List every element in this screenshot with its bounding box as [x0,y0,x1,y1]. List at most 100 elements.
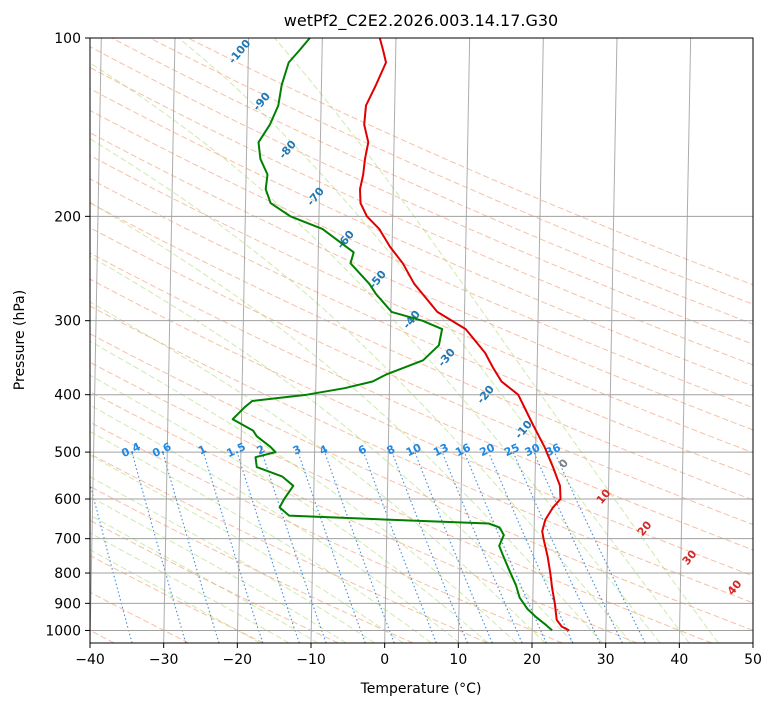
dry-adiabat-line [90,109,753,409]
x-tick-label: −30 [149,652,179,668]
mixing-ratio-label: 4 [317,442,330,457]
moist-adiabat-line [90,549,261,643]
dry-adiabat-label: 20 [635,518,655,538]
plot-frame [89,37,754,644]
isotherm-line [310,38,323,643]
mixing-ratio-label: 20 [478,441,498,459]
mixing-ratio-label: 10 [404,441,424,459]
dry-adiabat-line [90,333,753,631]
chart-title: wetPf2_C2E2.2026.003.14.17.G30 [284,11,558,31]
x-tick-label: 10 [449,652,467,668]
dry-adiabat-label: -20 [474,383,497,407]
y-tick-label: 200 [54,209,81,225]
dry-adiabat-line [90,591,190,643]
mixing-ratio-line [261,451,327,643]
dry-adiabat-label: -30 [435,346,458,370]
mixing-ratio-line [131,451,187,643]
moist-adiabat-line [90,301,546,643]
moist-adiabat-line [90,476,375,643]
isotherm-line [384,38,397,643]
mixing-ratio-line [202,451,264,643]
dry-adiabat-line [90,154,753,454]
dry-adiabat-line [90,46,753,345]
isotherm-line [90,38,102,643]
x-tick-label: 20 [523,652,541,668]
moist-adiabat-line [90,404,461,643]
dry-adiabat-line [90,485,414,643]
mixing-ratio-line [463,451,547,643]
background-line-labels: -100-90-80-70-60-50-40-30-20-10010203040… [23,37,745,598]
moist-adiabat-line [90,201,603,643]
moist-adiabat-line [90,430,432,643]
x-tick-label: 30 [597,652,615,668]
x-tick-label: −20 [223,652,253,668]
mixing-ratio-label: 13 [431,441,450,459]
mixing-ratio-label: 16 [453,441,473,459]
x-tick-label: −10 [296,652,326,668]
mixing-ratio-label: 6 [356,442,369,457]
y-tick-label: 900 [54,596,81,612]
mixing-ratio-line [162,451,220,643]
moist-adiabat-line [274,38,719,643]
x-tick-label: 40 [670,652,688,668]
moist-adiabat-line [90,514,318,643]
isotherm-line [605,38,618,643]
mixing-ratio-line [324,451,395,643]
dry-adiabat-label: 40 [725,577,745,597]
mixing-ratio-label: 0.4 [119,440,142,460]
dry-adiabat-line [90,554,264,643]
y-tick-label: 100 [54,31,81,47]
dry-adiabat-label: -100 [226,37,254,67]
y-tick-label: 600 [54,492,81,508]
y-tick-label: 800 [54,566,81,582]
dry-adiabat-line [90,305,753,604]
isotherm-line [236,38,250,643]
mixing-ratio-line [391,451,469,643]
background-lines [90,38,753,643]
isotherm-line [531,38,544,643]
temperature-profile-line [359,38,570,632]
mixing-ratio-label: 0.1 [23,440,46,460]
moist-adiabat-line [90,138,632,643]
dry-adiabat-label: 30 [680,547,700,567]
mixing-ratio-label: 1 [196,443,208,458]
y-tick-label: 500 [54,445,81,461]
mixing-ratio-label: 1.5 [225,440,248,460]
x-tick-label: 0 [380,652,389,668]
mixing-ratio-line [441,451,523,643]
mixing-ratio-label: 0.2 [70,440,93,460]
dry-adiabat-label: 10 [594,486,614,506]
moist-adiabat-line [90,340,517,643]
dewpoint-profile-line [231,38,553,632]
moist-adiabat-line [90,495,347,643]
y-tick-label: 700 [54,532,81,548]
x-axis-ticks: −40 −30 −20 −10 0 10 20 30 40 50 [75,643,762,668]
moist-adiabat-line [90,62,661,643]
dry-adiabat-line [90,178,753,477]
moist-adiabat-line [90,374,489,643]
dry-adiabat-line [90,361,712,643]
mixing-ratio-label: 3 [291,443,303,458]
dry-adiabat-line [90,88,753,387]
y-tick-label: 300 [54,314,81,330]
profile-series [231,38,570,632]
mixing-ratio-line [553,451,646,643]
mixing-ratio-line [363,451,437,643]
isotherm-line [457,38,471,643]
mixing-ratio-label: 25 [502,441,521,459]
y-tick-label: 400 [54,388,81,404]
dry-adiabat-line [90,252,753,551]
mixing-ratio-label: 30 [523,441,543,459]
x-axis-title: Temperature (°C) [360,681,482,697]
y-axis-ticks: 100 200 300 400 500 600 700 800 900 1000 [45,31,90,639]
moist-adiabat-line [90,454,404,643]
x-tick-label: 50 [744,652,762,668]
isotherm-line [752,616,753,643]
isotherm-line [163,38,176,643]
dry-adiabat-line [111,38,753,325]
dry-adiabat-line [90,421,563,643]
mixing-ratio-label: 8 [385,443,397,458]
mixing-ratio-line [236,451,300,643]
isotherm-line [678,38,692,643]
